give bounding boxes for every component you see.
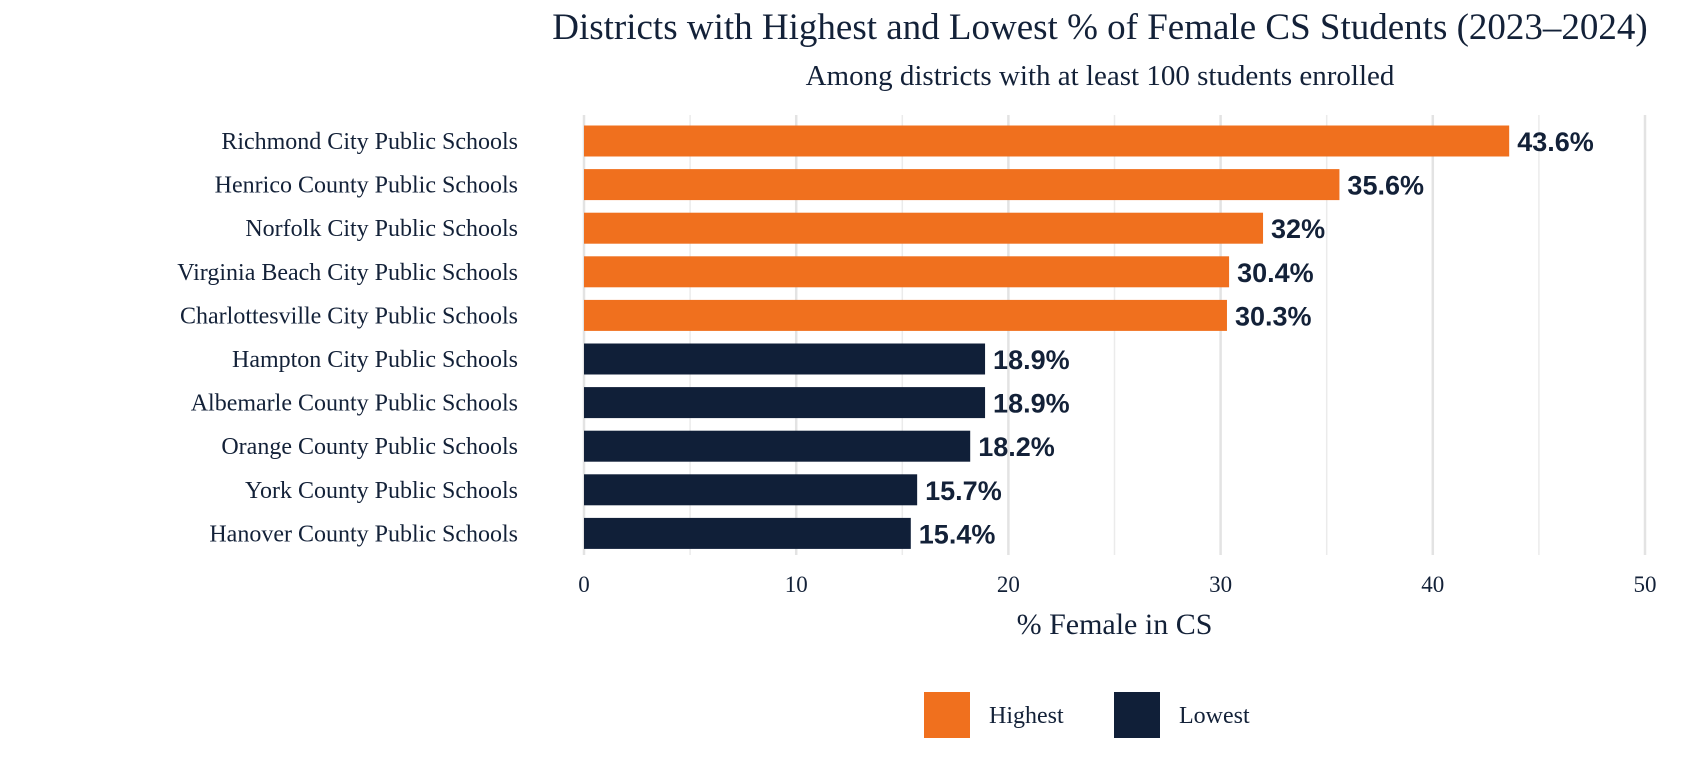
x-axis-label: % Female in CS <box>1017 608 1213 641</box>
x-tick-label: 10 <box>785 572 808 597</box>
category-label: Virginia Beach City Public Schools <box>177 260 518 286</box>
bar <box>584 517 911 549</box>
bar <box>584 343 986 375</box>
x-tick-label: 0 <box>578 572 590 597</box>
data-label: 30.4% <box>1237 258 1314 288</box>
category-label: Albemarle County Public Schools <box>191 391 518 417</box>
x-tick-label: 40 <box>1421 572 1444 597</box>
category-label: Hanover County Public Schools <box>209 521 518 547</box>
bar <box>584 474 918 506</box>
category-label: Orange County Public Schools <box>221 434 518 460</box>
data-label: 15.4% <box>919 519 996 549</box>
chart-title: Districts with Highest and Lowest % of F… <box>552 7 1648 48</box>
data-label: 18.2% <box>978 432 1055 462</box>
data-label: 35.6% <box>1347 171 1424 201</box>
bar <box>584 299 1227 331</box>
category-label: York County Public Schools <box>245 478 518 504</box>
data-label: 43.6% <box>1517 127 1594 157</box>
legend-key <box>1114 692 1160 738</box>
data-label: 15.7% <box>925 476 1002 506</box>
legend-label: Lowest <box>1179 703 1250 729</box>
data-label: 18.9% <box>993 389 1070 419</box>
data-label: 30.3% <box>1235 301 1312 331</box>
bar <box>584 125 1510 157</box>
bar <box>584 256 1230 288</box>
bar <box>584 169 1340 201</box>
bar <box>584 387 986 419</box>
legend-key <box>924 692 970 738</box>
category-label: Hampton City Public Schools <box>232 347 518 373</box>
data-label: 18.9% <box>993 345 1070 375</box>
category-label: Henrico County Public Schools <box>215 173 518 199</box>
x-tick-label: 30 <box>1209 572 1232 597</box>
bar <box>584 430 971 462</box>
x-tick-label: 20 <box>997 572 1020 597</box>
data-label: 32% <box>1271 214 1325 244</box>
x-tick-label: 50 <box>1634 572 1657 597</box>
bar <box>584 212 1264 244</box>
chart-subtitle: Among districts with at least 100 studen… <box>805 60 1395 92</box>
category-label: Norfolk City Public Schools <box>245 216 518 242</box>
category-label: Charlottesville City Public Schools <box>180 303 518 329</box>
legend-label: Highest <box>989 703 1064 729</box>
category-label: Richmond City Public Schools <box>221 129 518 155</box>
